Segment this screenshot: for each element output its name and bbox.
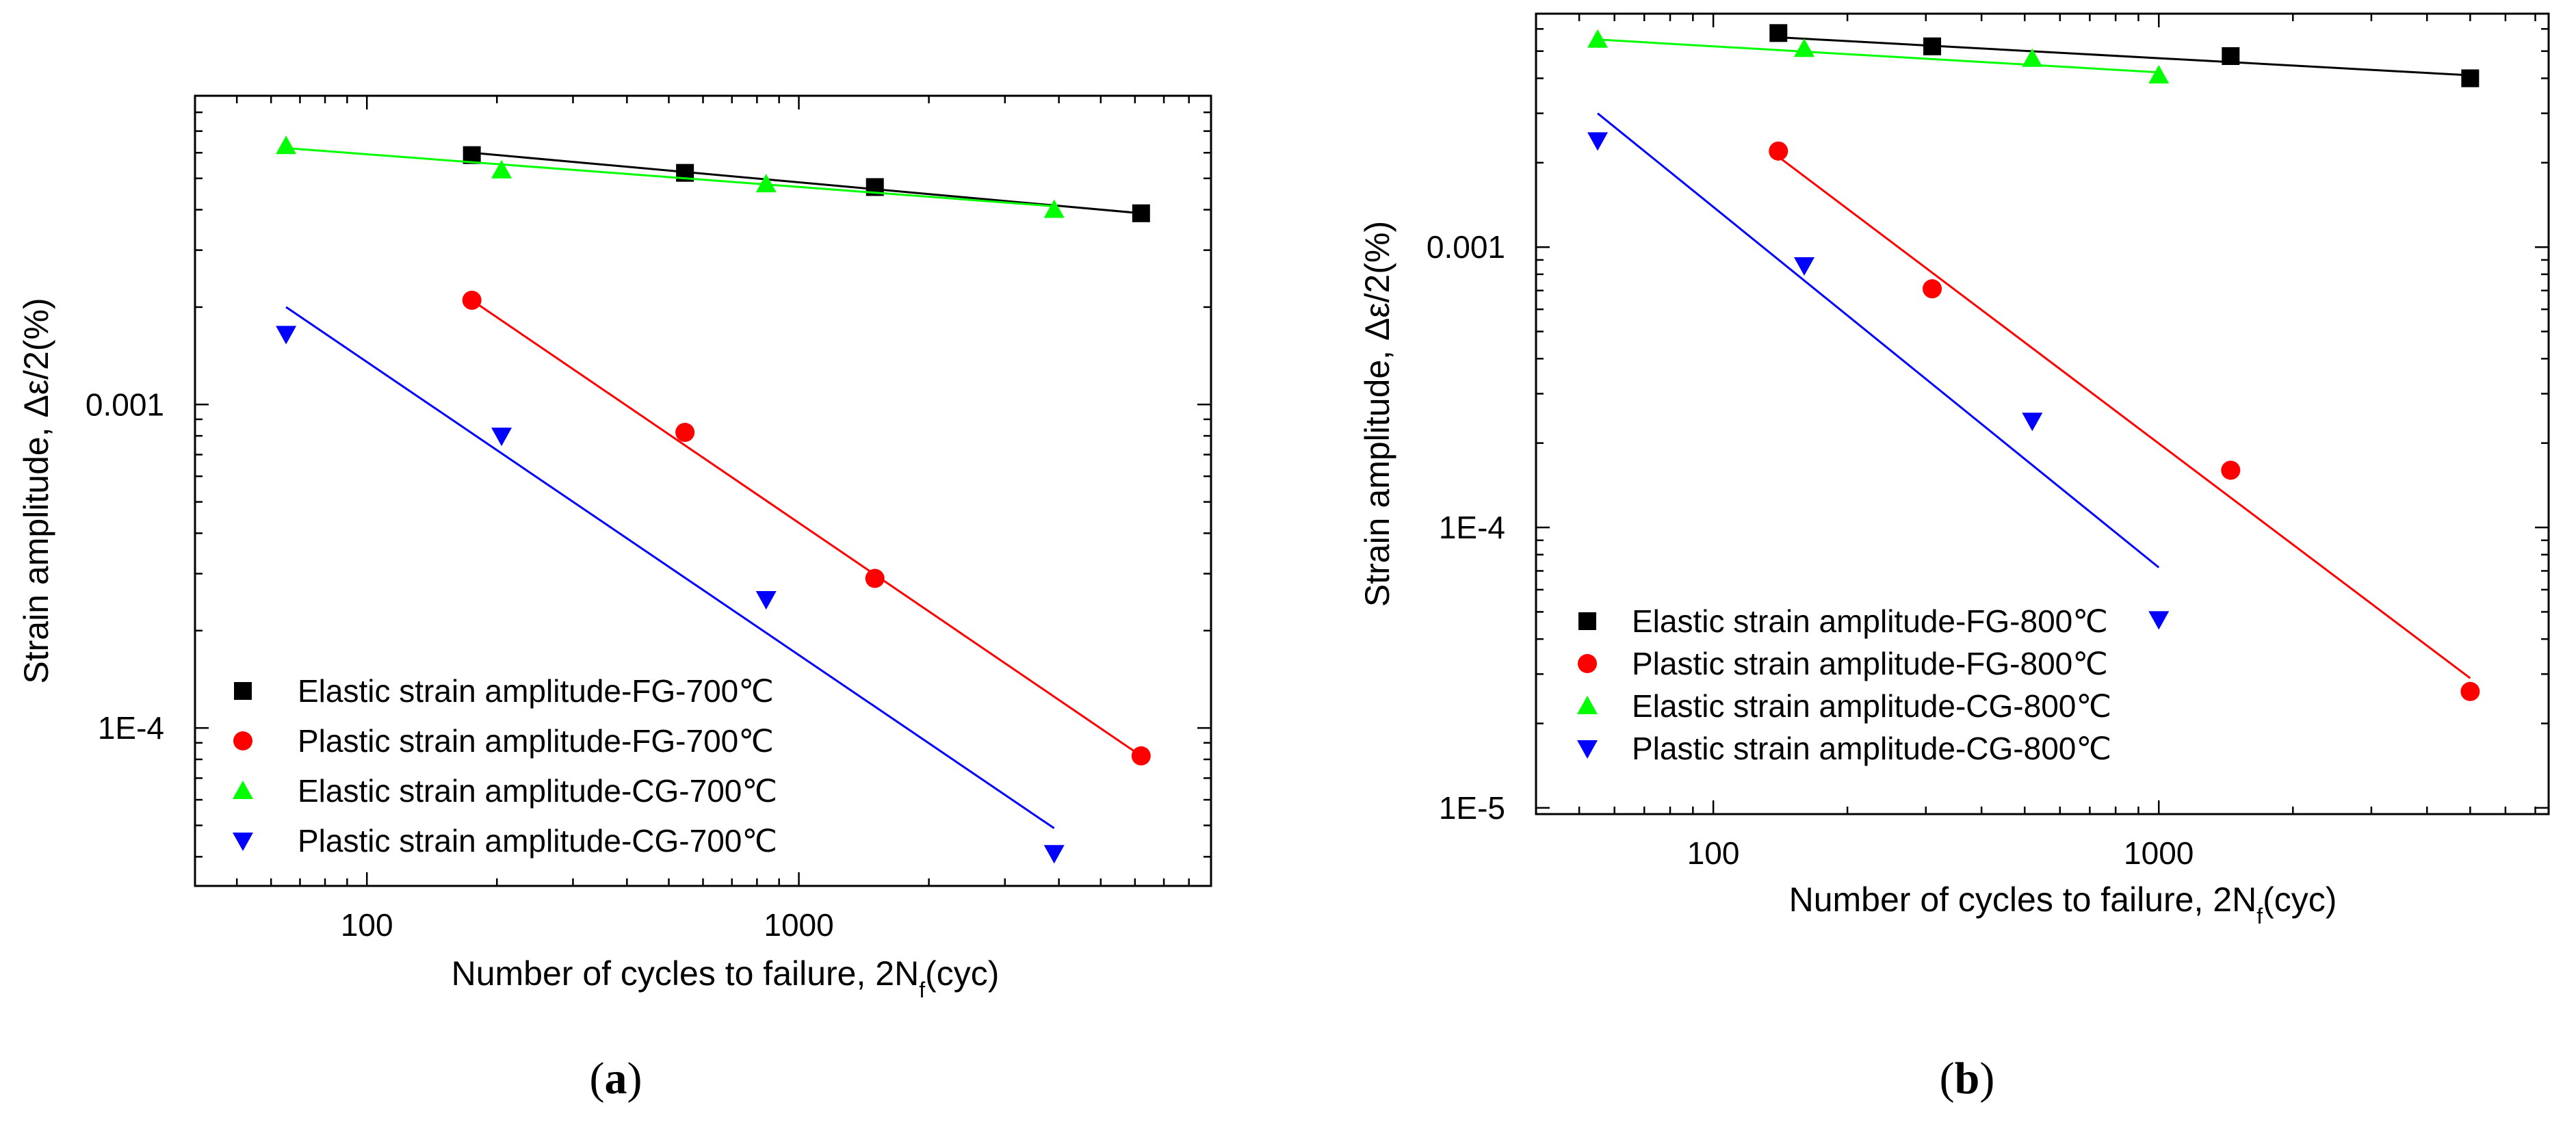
data-point <box>1131 746 1151 766</box>
data-point <box>491 159 512 179</box>
x-axis-title-subscript: f <box>919 978 925 1002</box>
x-tick-label: 100 <box>1687 835 1740 871</box>
caption-close: ) <box>1979 1054 1994 1103</box>
data-point <box>2221 460 2241 480</box>
caption-open: ( <box>1940 1054 1955 1103</box>
x-axis-title: Number of cycles to failure, 2Nf(cyc) <box>1789 880 2337 928</box>
data-point <box>1923 279 1942 299</box>
panel-caption: (a) <box>590 1054 642 1103</box>
y-tick-label: 1E-4 <box>98 710 164 746</box>
series-1 <box>463 146 1150 222</box>
data-point <box>2222 47 2240 65</box>
data-point <box>1923 37 1942 55</box>
data-point <box>1132 204 1150 222</box>
y-axis-title: Strain amplitude, Δε/2(%) <box>1358 221 1396 607</box>
legend-label: Plastic strain amplitude-CG-700℃ <box>298 823 777 859</box>
caption-letter: b <box>1955 1054 1980 1103</box>
data-point <box>1769 24 1788 42</box>
series-4 <box>276 306 1065 864</box>
data-point <box>276 326 297 345</box>
data-point <box>865 568 885 588</box>
series-4 <box>1587 112 2170 630</box>
data-point <box>2022 413 2043 432</box>
data-point <box>1043 199 1065 218</box>
data-point <box>1587 29 1609 48</box>
y-tick-label: 0.001 <box>86 387 164 422</box>
data-point <box>1794 38 1815 57</box>
legend: Elastic strain amplitude-FG-800℃ Plastic … <box>1577 603 2111 766</box>
legend-marker <box>233 731 252 750</box>
legend-label: Plastic strain amplitude-FG-700℃ <box>298 723 774 759</box>
fit-line <box>1778 155 2471 679</box>
x-axis-title-subscript: f <box>2256 904 2263 928</box>
data-point <box>2148 611 2170 630</box>
legend-marker <box>1577 696 1598 714</box>
data-point <box>755 590 777 610</box>
x-tick-label: 1000 <box>764 907 833 943</box>
panel-caption: (b) <box>1940 1054 1995 1103</box>
chart-panel-a: 100 1000 1E-4 0.001 Number of cycles to fail… <box>17 94 1212 1103</box>
data-point <box>2148 65 2170 84</box>
x-axis-title-suffix: (cyc) <box>925 954 999 993</box>
x-axis-title-main: Number of cycles to failure, 2N <box>1789 880 2257 919</box>
fit-line <box>286 147 1054 207</box>
data-point <box>1794 257 1815 276</box>
legend-marker <box>1578 612 1596 630</box>
legend-label: Plastic strain amplitude-FG-800℃ <box>1632 646 2108 681</box>
caption-close: ) <box>627 1054 642 1103</box>
legend-marker <box>1577 740 1598 759</box>
series-2 <box>1769 141 2480 701</box>
plot-frame <box>194 94 1212 887</box>
legend-marker <box>234 682 252 700</box>
data-point <box>1587 132 1609 151</box>
data-point <box>2460 681 2480 701</box>
chart-panel-b: 100 1000 1E-5 1E-4 0.001 Number of cycles to … <box>1358 12 2550 1103</box>
legend-label: Elastic strain amplitude-CG-700℃ <box>298 773 777 809</box>
data-point <box>755 174 777 193</box>
y-tick-label: 1E-5 <box>1439 790 1505 826</box>
x-tick-label: 100 <box>341 907 393 943</box>
caption-letter: a <box>605 1054 627 1103</box>
legend-marker <box>233 781 253 799</box>
fit-line <box>1597 38 2159 74</box>
plot-frame <box>1535 12 2550 815</box>
y-tick-label: 1E-4 <box>1439 510 1505 545</box>
x-tick-label: 1000 <box>2124 835 2194 871</box>
legend-marker <box>233 833 253 851</box>
x-axis-title-suffix: (cyc) <box>2263 880 2337 919</box>
series-3 <box>276 135 1065 218</box>
fit-line <box>1778 36 2471 77</box>
legend-marker <box>1578 654 1597 673</box>
legend-label: Elastic strain amplitude-CG-800℃ <box>1632 688 2111 724</box>
series-2 <box>462 290 1151 766</box>
series-3 <box>1587 29 2170 84</box>
data-point <box>2461 69 2480 88</box>
series-1 <box>1769 24 2480 88</box>
fit-line <box>285 306 1055 829</box>
x-axis-title-main: Number of cycles to failure, 2N <box>452 954 920 993</box>
data-point <box>2022 48 2043 67</box>
y-axis-title: Strain amplitude, Δε/2(%) <box>17 298 55 683</box>
fit-line <box>471 151 1141 215</box>
data-point <box>1043 845 1065 864</box>
legend: Elastic strain amplitude-FG-700℃ Plastic … <box>233 673 777 859</box>
legend-label: Elastic strain amplitude-FG-800℃ <box>1632 603 2108 639</box>
legend-label: Plastic strain amplitude-CG-800℃ <box>1632 731 2111 766</box>
fit-line <box>1597 112 2160 568</box>
data-point <box>276 135 297 155</box>
fit-line <box>471 299 1142 757</box>
data-point <box>1769 141 1788 161</box>
legend-label: Elastic strain amplitude-FG-700℃ <box>298 673 774 709</box>
y-tick-label: 0.001 <box>1427 229 1505 265</box>
x-axis-title: Number of cycles to failure, 2Nf(cyc) <box>452 954 1000 1002</box>
data-point <box>675 423 695 443</box>
data-point <box>462 290 482 310</box>
caption-open: ( <box>590 1054 605 1103</box>
data-point <box>491 428 512 447</box>
